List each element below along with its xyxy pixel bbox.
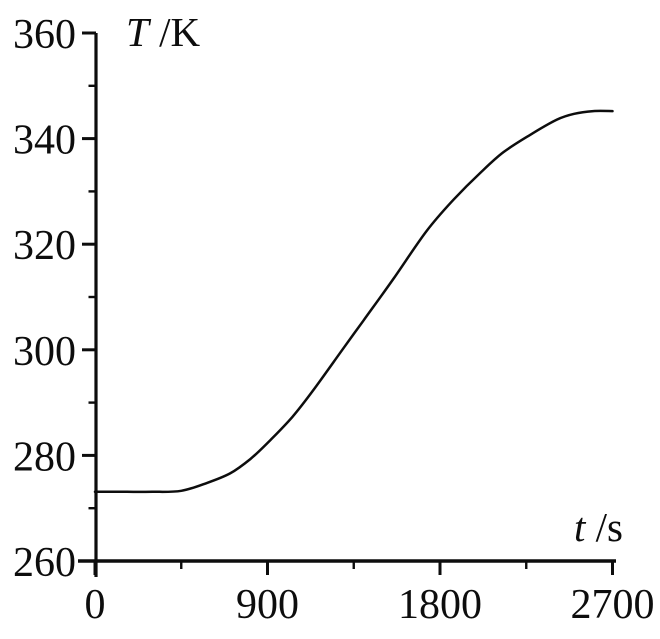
y-tick-label: 260	[13, 540, 76, 586]
y-tick-label: 280	[13, 434, 76, 480]
x-tick-label: 2700	[571, 582, 655, 628]
data-curve	[93, 109, 614, 494]
x-tick-label: 1800	[398, 582, 482, 628]
y-axis-label: T /K	[126, 9, 200, 55]
y-tick-label: 320	[13, 223, 76, 269]
y-tick-label: 340	[13, 118, 76, 164]
y-tick-label: 300	[13, 329, 76, 375]
temperature-curve	[93, 109, 614, 494]
axes	[78, 33, 616, 577]
tick-labels: 260 280 300 320 340 360 0 900 1800 2700	[13, 12, 655, 628]
tick-marks	[82, 31, 614, 575]
x-tick-label: 0	[85, 582, 106, 628]
x-tick-label: 900	[236, 582, 299, 628]
x-axis-label: t /s	[574, 504, 623, 550]
y-tick-label: 360	[13, 12, 76, 58]
